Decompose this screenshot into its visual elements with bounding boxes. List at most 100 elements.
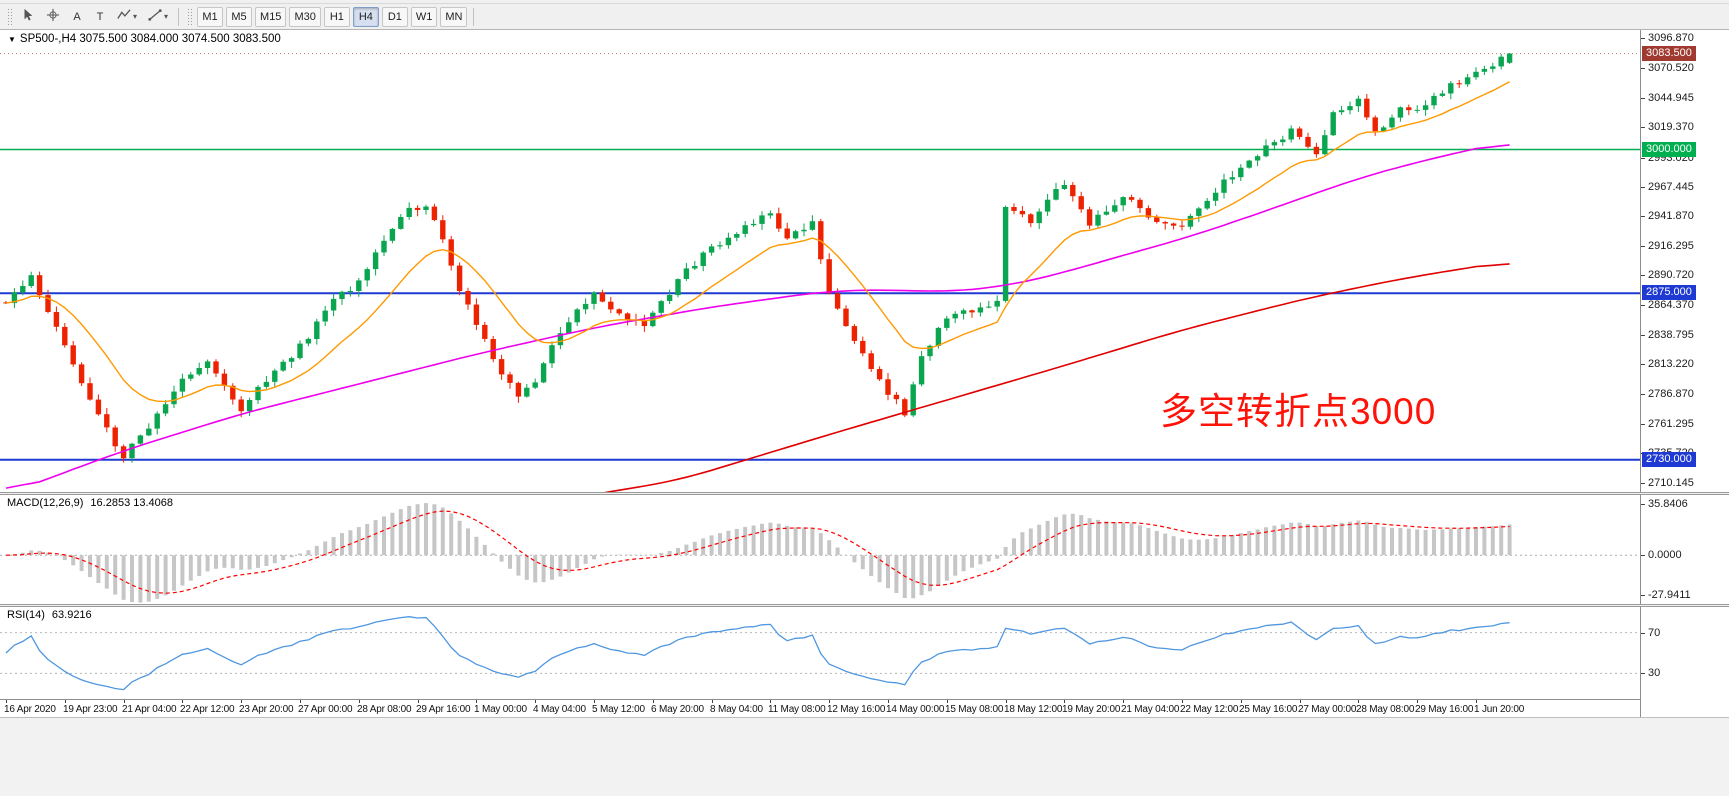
- time-axis-label: 18 May 12:00: [1004, 704, 1063, 715]
- symbol-ohlc-text: SP500-,H4 3075.500 3084.000 3074.500 308…: [19, 33, 281, 45]
- rsi-axis-tick: [1641, 673, 1645, 674]
- rsi-axis-label: 70: [1648, 627, 1661, 639]
- time-axis-tick: [1358, 700, 1359, 703]
- rsi-axis-tick: [1641, 633, 1645, 634]
- panel-splitter-macd[interactable]: [0, 492, 1729, 495]
- timeframe-button-h4[interactable]: H4: [352, 6, 379, 27]
- time-axis[interactable]: 16 Apr 2020 19 Apr 23:00 21 Apr 04:00 22 Ap…: [0, 699, 1640, 717]
- rsi-panel: [0, 616, 1640, 691]
- time-axis-tick: [770, 700, 771, 703]
- time-axis-label: 27 May 00:00: [1298, 704, 1357, 715]
- chevron-down-icon: ▾: [133, 12, 138, 21]
- macd-values: 16.2853 13.4068: [90, 497, 174, 509]
- time-axis-tick: [535, 700, 536, 703]
- price-axis-label: 2967.445: [1648, 181, 1694, 193]
- time-axis-label: 29 Apr 16:00: [416, 704, 471, 715]
- rsi-line: [5, 616, 1510, 691]
- time-axis-label: 21 Apr 04:00: [122, 704, 177, 715]
- price-axis-label: 2864.370: [1648, 299, 1694, 311]
- macd-axis-tick: [1641, 504, 1645, 505]
- timeframe-group: M1 M5 M15 M30 H1 H4 D1 W1 MN: [196, 6, 468, 27]
- toolbar-separator-2: [473, 7, 475, 26]
- ma-fast-line: [5, 81, 1510, 403]
- time-axis-tick: [182, 700, 183, 703]
- macd-title: MACD(12,26,9): [7, 497, 84, 509]
- timeframe-button-mn[interactable]: MN: [440, 6, 468, 27]
- timeframe-button-m15[interactable]: M15: [255, 6, 287, 27]
- time-axis-label: 15 May 08:00: [945, 704, 1004, 715]
- timeframe-button-m30[interactable]: M30: [289, 6, 321, 27]
- price-axis-tick: [1641, 305, 1645, 306]
- bottom-empty-area: [0, 717, 1729, 796]
- timeframe-button-d1[interactable]: D1: [381, 6, 408, 27]
- time-axis-tick: [476, 700, 477, 703]
- timeframe-button-m1[interactable]: M1: [197, 6, 224, 27]
- time-axis-label: 5 May 12:00: [592, 704, 645, 715]
- time-axis-label: 11 May 08:00: [768, 704, 826, 715]
- cursor-icon: [21, 8, 35, 25]
- price-axis-tick: [1641, 246, 1645, 247]
- toolbar: A T ▾ ▾ M1 M5 M15 M30 H1 H4 D1 W1 MN: [0, 4, 1729, 30]
- rsi-axis-label: 30: [1648, 667, 1661, 679]
- time-axis-tick: [6, 700, 7, 703]
- time-axis-label: 28 Apr 08:00: [357, 704, 412, 715]
- trendline-tool-button[interactable]: ▾: [143, 7, 173, 27]
- trendline-icon: [148, 8, 162, 25]
- time-axis-tick: [1476, 700, 1477, 703]
- time-axis-tick: [300, 700, 301, 703]
- chart-region[interactable]: ▼ SP500-,H4 3075.500 3084.000 3074.500 30…: [0, 30, 1729, 796]
- time-axis-tick: [829, 700, 830, 703]
- crosshair-tool-button[interactable]: [41, 7, 65, 27]
- macd-axis-label: 35.8406: [1648, 498, 1688, 510]
- crosshair-icon: [46, 8, 60, 25]
- time-axis-label: 21 May 04:00: [1121, 704, 1180, 715]
- price-axis-tick: [1641, 38, 1645, 39]
- time-axis-tick: [65, 700, 66, 703]
- macd-axis-tick: [1641, 595, 1645, 596]
- macd-axis-label: 0.0000: [1648, 549, 1682, 561]
- text-label-tool-button[interactable]: A: [73, 10, 81, 23]
- time-axis-tick: [418, 700, 419, 703]
- price-axis[interactable]: 3096.870 3070.520 3044.945 3019.370 2993.020…: [1640, 30, 1729, 717]
- time-axis-tick: [124, 700, 125, 703]
- price-axis-label: 2941.870: [1648, 210, 1694, 222]
- timeframe-button-m5[interactable]: M5: [226, 6, 253, 27]
- toolbar-drag-handle[interactable]: [7, 7, 13, 26]
- time-axis-tick: [359, 700, 360, 703]
- price-axis-label: 2761.295: [1648, 418, 1694, 430]
- timeframe-button-w1[interactable]: W1: [410, 6, 438, 27]
- time-axis-label: 16 Apr 2020: [4, 704, 56, 715]
- cursor-tool-button[interactable]: [16, 7, 40, 27]
- chart-canvas[interactable]: [0, 30, 1729, 717]
- macd-axis-label: -27.9411: [1648, 589, 1691, 601]
- ma-mid-line: [5, 144, 1510, 489]
- panel-splitter-rsi[interactable]: [0, 604, 1729, 607]
- price-axis-label: 2813.220: [1648, 358, 1694, 370]
- timeframe-button-h1[interactable]: H1: [323, 6, 350, 27]
- time-axis-label: 23 Apr 20:00: [239, 704, 294, 715]
- price-axis-label: 2710.145: [1648, 477, 1694, 489]
- candles-layer: [3, 53, 1513, 463]
- price-axis-label: 3019.370: [1648, 121, 1694, 133]
- time-axis-tick: [947, 700, 948, 703]
- time-axis-tick: [1123, 700, 1124, 703]
- time-axis-tick: [1064, 700, 1065, 703]
- rsi-title: RSI(14): [7, 609, 45, 621]
- time-axis-label: 4 May 04:00: [533, 704, 586, 715]
- time-axis-label: 19 May 20:00: [1062, 704, 1121, 715]
- price-axis-tick: [1641, 335, 1645, 336]
- time-axis-label: 25 May 16:00: [1239, 704, 1298, 715]
- time-axis-tick: [653, 700, 654, 703]
- time-axis-tick: [1300, 700, 1301, 703]
- text-box-tool-button[interactable]: T: [96, 10, 104, 23]
- price-axis-label: 2786.870: [1648, 388, 1694, 400]
- time-axis-label: 22 Apr 12:00: [180, 704, 235, 715]
- time-axis-label: 19 Apr 23:00: [63, 704, 118, 715]
- macd-histogram: [12, 503, 1512, 603]
- symbol-ohlc-label: ▼ SP500-,H4 3075.500 3084.000 3074.500 30…: [8, 33, 281, 45]
- macd-panel: [0, 503, 1640, 603]
- timeframes-drag-handle[interactable]: [187, 7, 194, 26]
- rsi-value: 63.9216: [51, 609, 92, 621]
- draw-shapes-tool-button[interactable]: ▾: [112, 7, 142, 27]
- macd-signal-line: [5, 510, 1510, 594]
